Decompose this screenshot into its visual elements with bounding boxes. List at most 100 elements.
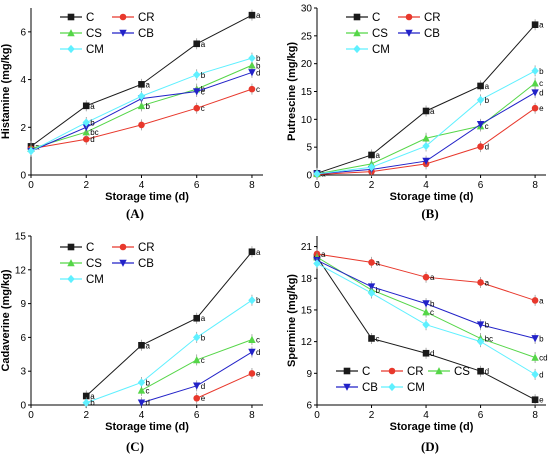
legend-label: CS bbox=[86, 28, 102, 40]
x-axis-label: Storage time (d) bbox=[105, 191, 189, 203]
data-point bbox=[82, 392, 90, 400]
significance-letter: d bbox=[539, 89, 543, 98]
data-point bbox=[193, 333, 201, 342]
significance-letter: a bbox=[145, 80, 150, 89]
legend-marker bbox=[405, 13, 413, 21]
data-point bbox=[422, 308, 430, 316]
data-point bbox=[476, 337, 485, 346]
data-point bbox=[137, 386, 146, 394]
y-tick-label: 2 bbox=[20, 123, 26, 134]
significance-letter: c bbox=[430, 308, 434, 317]
significance-letter: a bbox=[145, 341, 150, 350]
significance-letter: e bbox=[256, 369, 261, 378]
data-point bbox=[531, 104, 539, 112]
significance-letter: b bbox=[145, 378, 150, 387]
data-point bbox=[531, 335, 539, 343]
data-point bbox=[138, 81, 145, 88]
x-tick-label: 6 bbox=[478, 410, 484, 421]
y-tick-label: 12 bbox=[15, 265, 27, 276]
y-tick-label: 20 bbox=[301, 59, 313, 70]
x-tick-label: 8 bbox=[532, 180, 538, 191]
legend-label: C bbox=[372, 12, 380, 24]
data-point bbox=[477, 82, 484, 90]
significance-letter: c bbox=[201, 356, 205, 365]
series-CM: b b b b bbox=[82, 294, 261, 409]
data-point bbox=[248, 370, 256, 377]
y-tick-label: 9 bbox=[306, 369, 312, 380]
data-point bbox=[248, 69, 256, 77]
significance-letter: a bbox=[321, 250, 326, 259]
data-point bbox=[367, 163, 376, 172]
x-tick-label: 0 bbox=[28, 410, 34, 421]
significance-letter: b bbox=[256, 61, 261, 70]
data-point bbox=[313, 259, 321, 268]
y-tick-label: 25 bbox=[301, 31, 313, 42]
data-point bbox=[422, 300, 430, 308]
legend-marker bbox=[353, 29, 361, 37]
data-point bbox=[137, 378, 146, 387]
significance-letter: a bbox=[376, 258, 381, 267]
data-point bbox=[138, 121, 145, 129]
data-point bbox=[531, 370, 539, 379]
series-C: a a a a bbox=[82, 246, 261, 402]
data-point bbox=[477, 367, 484, 375]
data-point bbox=[531, 21, 539, 28]
series-CB: d d d bbox=[137, 346, 260, 409]
x-tick-label: 6 bbox=[194, 410, 200, 421]
data-point bbox=[531, 297, 539, 304]
x-axis-label: Storage time (d) bbox=[390, 421, 474, 433]
legend-marker bbox=[67, 29, 75, 37]
significance-letter: b bbox=[90, 399, 95, 408]
significance-letter: b bbox=[485, 96, 490, 105]
y-tick-label: 3 bbox=[20, 367, 26, 378]
data-point bbox=[476, 321, 485, 329]
significance-letter: e bbox=[539, 396, 544, 405]
legend-label: CM bbox=[86, 44, 104, 56]
significance-letter: d bbox=[485, 143, 489, 152]
data-point bbox=[248, 335, 256, 343]
y-axis-label: Putrescine (mg/kg) bbox=[286, 42, 298, 141]
y-tick-label: 5 bbox=[306, 143, 312, 154]
data-point bbox=[477, 143, 484, 150]
data-point bbox=[193, 314, 201, 322]
series-CR: dcc bbox=[27, 83, 260, 155]
legend-label: CM bbox=[86, 274, 104, 286]
legend-marker bbox=[67, 259, 75, 267]
data-point bbox=[193, 88, 201, 96]
data-point bbox=[422, 141, 430, 151]
significance-letter: a bbox=[90, 102, 95, 111]
significance-letter: a bbox=[430, 273, 435, 282]
data-point bbox=[137, 101, 146, 110]
legend-marker bbox=[119, 29, 127, 37]
panel-label: (C) bbox=[126, 439, 144, 454]
data-point bbox=[367, 288, 376, 298]
legend-label: CB bbox=[138, 258, 154, 270]
significance-letter: b bbox=[90, 119, 95, 128]
data-point bbox=[531, 396, 539, 404]
data-point bbox=[422, 134, 430, 142]
legend-label: CR bbox=[424, 12, 441, 24]
legend-label: C bbox=[362, 366, 370, 378]
x-tick-label: 2 bbox=[369, 180, 375, 191]
legend-marker bbox=[67, 243, 75, 251]
data-point bbox=[367, 283, 376, 291]
x-tick-label: 2 bbox=[83, 410, 89, 421]
legend-marker bbox=[405, 29, 413, 37]
data-point bbox=[248, 296, 256, 305]
significance-letter: a bbox=[485, 278, 490, 287]
panel-label: (D) bbox=[421, 439, 439, 454]
significance-letter: c bbox=[201, 88, 205, 97]
legend-marker bbox=[353, 44, 361, 54]
legend-label: CM bbox=[407, 382, 425, 394]
data-point bbox=[422, 157, 430, 165]
significance-letter: d bbox=[539, 370, 543, 379]
series-CM: d bbox=[313, 257, 544, 380]
x-tick-label: 0 bbox=[28, 180, 34, 191]
series-CM: b b b bbox=[27, 52, 261, 157]
data-point bbox=[368, 259, 375, 266]
x-tick-label: 8 bbox=[249, 180, 255, 191]
significance-letter: b bbox=[145, 102, 150, 111]
chart-panel-1: 0 2 4 6 8 0 2 4 6 Storage time (d) Histamine (mg/k… bbox=[0, 8, 263, 221]
significance-letter: a bbox=[430, 107, 435, 116]
y-tick-label: 12 bbox=[301, 337, 313, 348]
